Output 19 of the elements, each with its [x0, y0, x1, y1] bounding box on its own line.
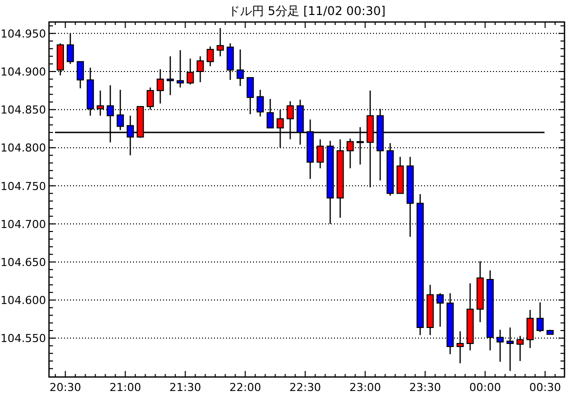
y-tick-label: 104.950	[0, 27, 46, 40]
y-tick-label: 104.750	[0, 180, 46, 193]
y-tick-label: 104.900	[0, 66, 46, 79]
x-tick-label: 21:00	[109, 381, 142, 394]
title: ドル円 5分足 [11/02 00:30]	[228, 4, 386, 18]
y-tick-label: 104.700	[0, 218, 46, 231]
y-tick-label: 104.650	[0, 256, 46, 269]
y-tick-label: 104.800	[0, 142, 46, 155]
x-tick-label: 21:30	[169, 381, 202, 394]
y-tick-label: 104.600	[0, 294, 46, 308]
y-tick-label: 104.550	[0, 332, 46, 346]
x-tick-label: 23:30	[409, 381, 442, 394]
y-tick-label: 104.850	[0, 104, 46, 117]
x-tick-label: 23:00	[349, 381, 382, 394]
x-tick-label: 22:00	[229, 381, 262, 394]
x-tick-label: 00:30	[529, 381, 561, 394]
x-tick-label: 20:30	[49, 381, 82, 394]
x-tick-label: 00:00	[469, 381, 501, 394]
x-tick-label: 22:30	[289, 381, 322, 394]
